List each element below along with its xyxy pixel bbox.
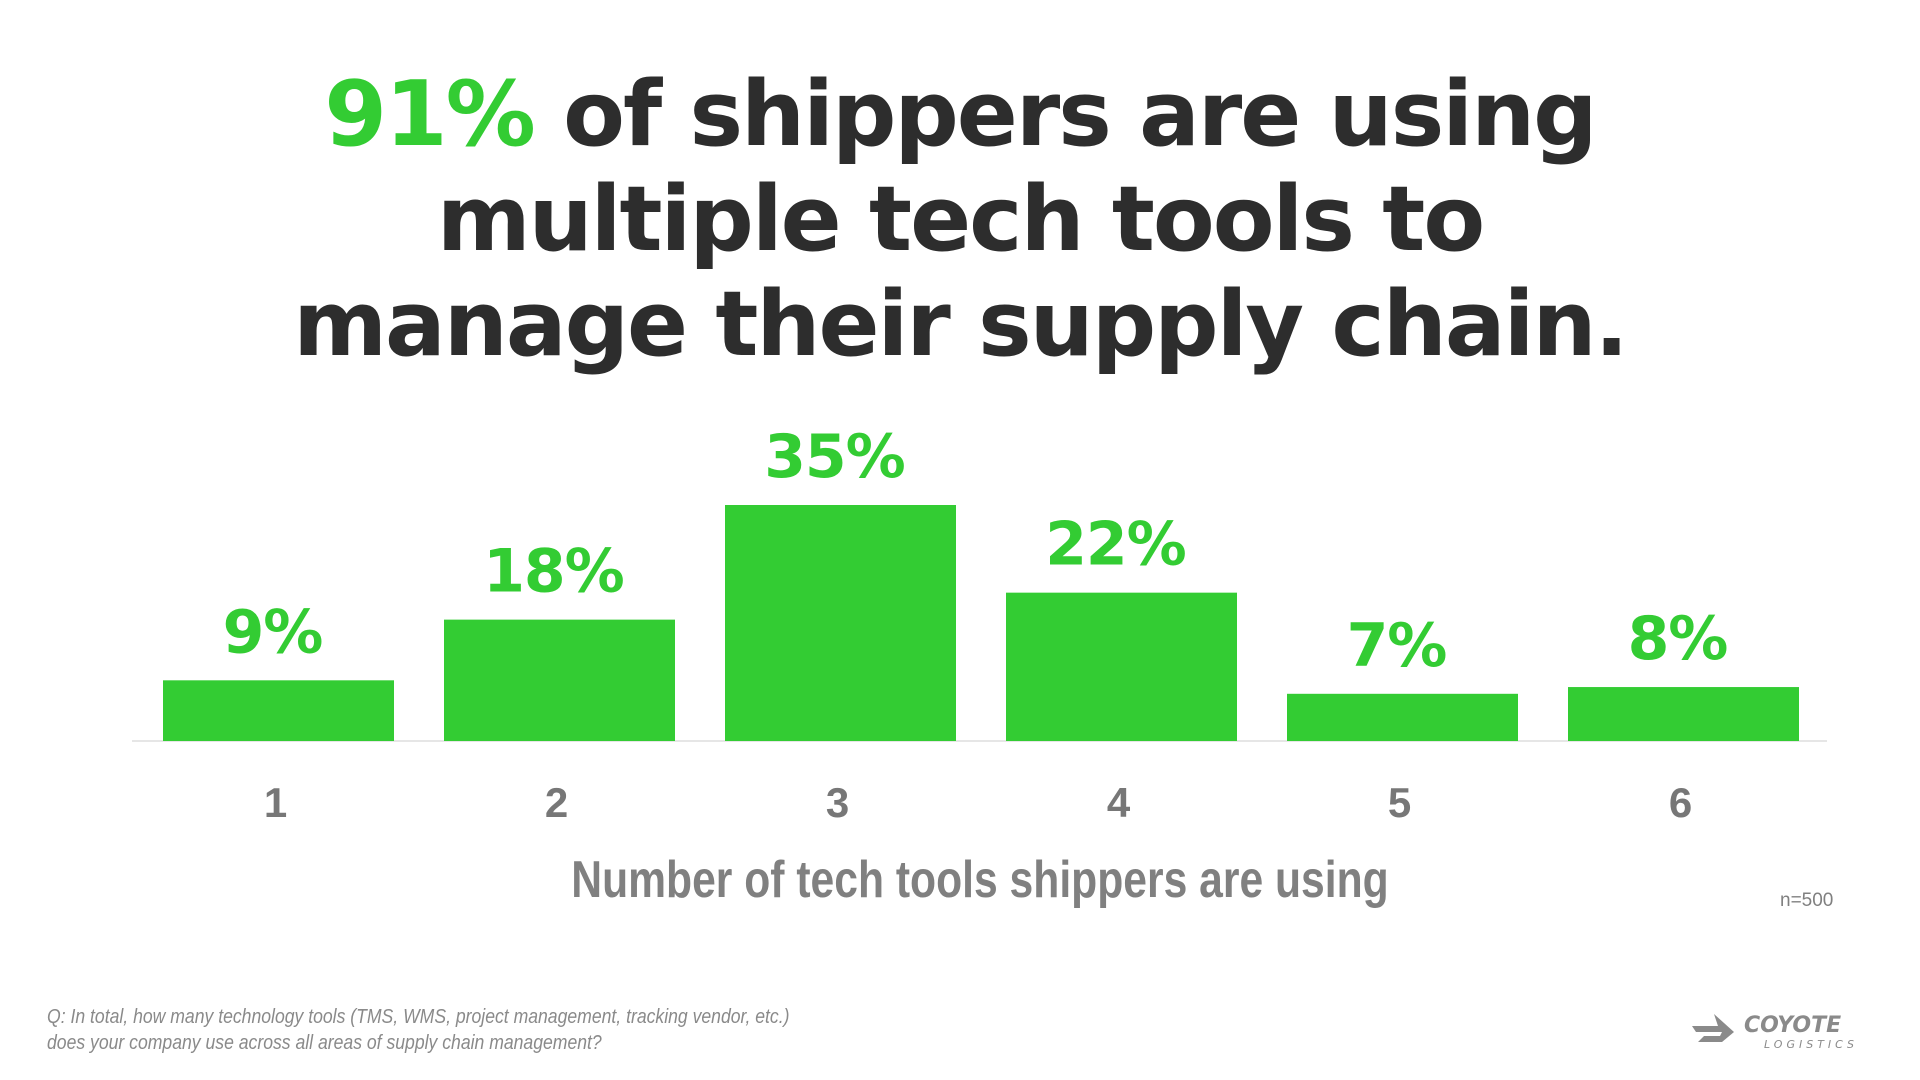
bar-2 [444, 619, 675, 741]
x-tick-label: 4 [1107, 779, 1131, 826]
logo-name: COYOTE [1744, 1013, 1841, 1038]
bar-4 [1006, 592, 1237, 741]
value-label: 8% [1628, 604, 1728, 674]
bar-3 [725, 505, 956, 741]
value-label: 22% [1045, 510, 1186, 580]
title-line2: multiple tech tools to [436, 167, 1485, 272]
value-label: 35% [764, 422, 905, 492]
bar-6 [1568, 687, 1799, 741]
value-label: 9% [223, 597, 323, 667]
sample-size: n=500 [1780, 890, 1834, 911]
logo-sub: LOGISTICS [1764, 1038, 1858, 1051]
x-tick-label: 5 [1388, 779, 1411, 826]
x-tick-label: 3 [826, 779, 849, 826]
value-label: 18% [483, 537, 624, 607]
coyote-logistics-logo: COYOTE LOGISTICS [1692, 1013, 1858, 1051]
footnote-line2: does your company use across all areas o… [47, 1032, 602, 1054]
value-label: 7% [1347, 611, 1447, 681]
title-highlight: 91% [324, 62, 535, 167]
title-line1: of shippers are using [533, 62, 1597, 167]
coyote-arrow-icon [1692, 1014, 1734, 1042]
bar-5 [1287, 693, 1518, 741]
x-tick-label: 2 [545, 779, 568, 826]
footnote: Q: In total, how many technology tools (… [47, 1004, 789, 1056]
x-axis-title: Number of tech tools shippers are using [571, 851, 1389, 909]
footnote-line1: Q: In total, how many technology tools (… [47, 1006, 790, 1028]
title-line3: manage their supply chain. [293, 272, 1628, 377]
x-tick-label: 6 [1669, 779, 1692, 826]
chart-title: 91% of shippers are using multiple tech … [0, 62, 1920, 377]
bar-1 [163, 680, 394, 741]
x-tick-label: 1 [264, 779, 287, 826]
